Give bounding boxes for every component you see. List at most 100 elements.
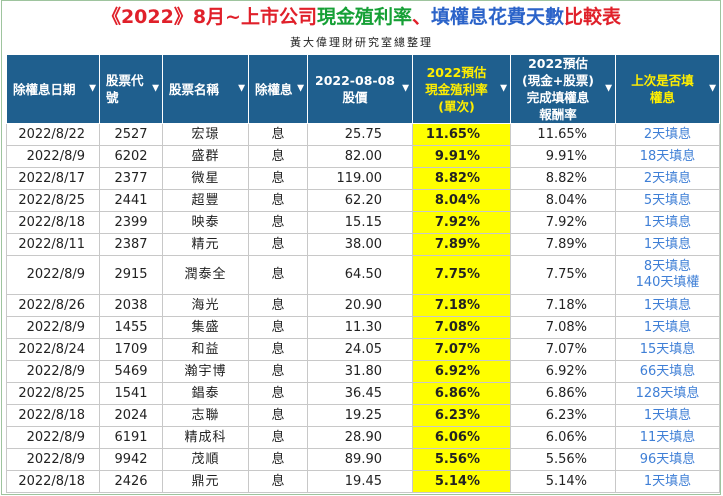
filter-dropdown-icon[interactable]: ▼ — [709, 83, 716, 94]
type-cell: 息 — [248, 294, 308, 317]
date-cell: 2022/8/22 — [6, 123, 100, 146]
name-cell: 和益 — [162, 338, 249, 361]
yield-cell: 6.23% — [412, 404, 511, 427]
col-header-fill[interactable]: 上次是否填 權息 ▼ — [615, 54, 720, 124]
fill-status-cell[interactable]: 1天填息 — [615, 316, 720, 339]
return-cell: 7.08% — [510, 316, 616, 339]
yield-cell: 7.89% — [412, 233, 511, 256]
date-cell: 2022/8/9 — [6, 360, 100, 383]
page-title: 《2022》8月~上市公司現金殖利率、填權息花費天數比較表 — [0, 0, 723, 34]
price-cell: 20.90 — [307, 294, 413, 317]
code-cell: 1709 — [99, 338, 163, 361]
table-row[interactable]: 2022/8/26 2038 海光息 20.90 7.18% 7.18% 1天填息 — [6, 294, 720, 317]
fill-status-cell[interactable]: 5天填息 — [615, 189, 720, 212]
yield-cell: 7.92% — [412, 211, 511, 234]
return-cell: 11.65% — [510, 123, 616, 146]
table-row[interactable]: 2022/8/22 2527 宏璟息 25.75 11.65% 11.65% 2天填息 — [6, 123, 720, 146]
return-cell: 7.18% — [510, 294, 616, 317]
code-cell: 2377 — [99, 167, 163, 190]
col-header-date[interactable]: 除權息日期 ▼ — [6, 54, 100, 124]
col-header-price[interactable]: 2022-08-08 股價 ▼ — [307, 54, 413, 124]
return-cell: 6.23% — [510, 404, 616, 427]
col-header-name[interactable]: 股票名稱 ▼ — [162, 54, 249, 124]
yield-cell: 6.92% — [412, 360, 511, 383]
table-row[interactable]: 2022/8/9 6202 盛群息 82.00 9.91% 9.91% 18天填息 — [6, 145, 720, 168]
filter-dropdown-icon[interactable]: ▼ — [297, 83, 304, 94]
type-cell: 息 — [248, 211, 308, 234]
fill-status-cell[interactable]: 1天填息 — [615, 233, 720, 256]
table-row[interactable]: 2022/8/25 2441 超豐息 62.20 8.04% 8.04% 5天填息 — [6, 189, 720, 212]
table-row[interactable]: 2022/8/9 2915 潤泰全息 64.50 7.75% 7.75% 8天填息 140天填… — [6, 255, 720, 295]
type-cell: 息 — [248, 189, 308, 212]
code-cell: 5469 — [99, 360, 163, 383]
fill-status-cell[interactable]: 2天填息 — [615, 123, 720, 146]
fill-status-cell[interactable]: 66天填息 — [615, 360, 720, 383]
table-row[interactable]: 2022/8/9 5469 瀚宇博息 31.80 6.92% 6.92% 66天填息 — [6, 360, 720, 383]
fill-status-cell[interactable]: 15天填息 — [615, 338, 720, 361]
price-cell: 82.00 — [307, 145, 413, 168]
code-cell: 2441 — [99, 189, 163, 212]
price-cell: 11.30 — [307, 316, 413, 339]
name-cell: 潤泰全 — [162, 255, 249, 295]
fill-status-cell[interactable]: 11天填息 — [615, 426, 720, 449]
type-cell: 息 — [248, 382, 308, 405]
table-row[interactable]: 2022/8/9 1455 集盛息 11.30 7.08% 7.08% 1天填息 — [6, 316, 720, 339]
price-cell: 15.15 — [307, 211, 413, 234]
table-row[interactable]: 2022/8/18 2024 志聯息 19.25 6.23% 6.23% 1天填息 — [6, 404, 720, 427]
return-cell: 5.56% — [510, 448, 616, 471]
filter-dropdown-icon[interactable]: ▼ — [402, 83, 409, 94]
date-cell: 2022/8/26 — [6, 294, 100, 317]
fill-status-cell[interactable]: 1天填息 — [615, 211, 720, 234]
fill-status-cell[interactable]: 1天填息 — [615, 470, 720, 493]
fill-status-cell[interactable]: 96天填息 — [615, 448, 720, 471]
code-cell: 6202 — [99, 145, 163, 168]
table-row[interactable]: 2022/8/17 2377 微星息 119.00 8.82% 8.82% 2天填息 — [6, 167, 720, 190]
col-header-return[interactable]: 2022預估 (現金+股票) 完成填權息 報酬率 ▼ — [510, 54, 616, 124]
name-cell: 超豐 — [162, 189, 249, 212]
filter-dropdown-icon[interactable]: ▼ — [152, 83, 159, 94]
fill-status-cell[interactable]: 1天填息 — [615, 294, 720, 317]
table-row[interactable]: 2022/8/9 9942 茂順息 89.90 5.56% 5.56% 96天填息 — [6, 448, 720, 471]
price-cell: 119.00 — [307, 167, 413, 190]
table-row[interactable]: 2022/8/9 6191 精成科息 28.90 6.06% 6.06% 11天填息 — [6, 426, 720, 449]
code-cell: 2915 — [99, 255, 163, 295]
price-cell: 19.45 — [307, 470, 413, 493]
filter-dropdown-icon[interactable]: ▼ — [238, 83, 245, 94]
code-cell: 2527 — [99, 123, 163, 146]
code-cell: 2024 — [99, 404, 163, 427]
fill-status-cell[interactable]: 128天填息 — [615, 382, 720, 405]
date-cell: 2022/8/18 — [6, 211, 100, 234]
title-part4: 填權息花費天數 — [431, 6, 565, 28]
col-header-type[interactable]: 除權息 ▼ — [248, 54, 308, 124]
table-row[interactable]: 2022/8/18 2399 映泰息 15.15 7.92% 7.92% 1天填息 — [6, 211, 720, 234]
fill-status-cell[interactable]: 8天填息 140天填權 — [615, 255, 720, 295]
name-cell: 微星 — [162, 167, 249, 190]
code-cell: 1455 — [99, 316, 163, 339]
col-header-yield[interactable]: 2022預估 現金殖利率 (單次) ▼ — [412, 54, 511, 124]
name-cell: 志聯 — [162, 404, 249, 427]
return-cell: 6.06% — [510, 426, 616, 449]
type-cell: 息 — [248, 167, 308, 190]
title-part3: 、 — [412, 6, 432, 28]
table-row[interactable]: 2022/8/25 1541 錩泰息 36.45 6.86% 6.86% 128天填息 — [6, 382, 720, 405]
filter-dropdown-icon[interactable]: ▼ — [605, 83, 612, 94]
fill-status-cell[interactable]: 18天填息 — [615, 145, 720, 168]
fill-status-cell[interactable]: 1天填息 — [615, 404, 720, 427]
yield-cell: 11.65% — [412, 123, 511, 146]
return-cell: 7.07% — [510, 338, 616, 361]
type-cell: 息 — [248, 145, 308, 168]
return-cell: 8.82% — [510, 167, 616, 190]
price-cell: 38.00 — [307, 233, 413, 256]
table-row[interactable]: 2022/8/24 1709 和益息 24.05 7.07% 7.07% 15天填息 — [6, 338, 720, 361]
fill-status-cell[interactable]: 2天填息 — [615, 167, 720, 190]
page-subtitle: 黃大偉理財研究室總整理 — [290, 36, 433, 49]
price-cell: 64.50 — [307, 255, 413, 295]
table-row[interactable]: 2022/8/11 2387 精元息 38.00 7.89% 7.89% 1天填息 — [6, 233, 720, 256]
filter-dropdown-icon[interactable]: ▼ — [89, 83, 96, 94]
yield-cell: 9.91% — [412, 145, 511, 168]
date-cell: 2022/8/9 — [6, 316, 100, 339]
filter-dropdown-icon[interactable]: ▼ — [500, 83, 507, 94]
col-header-code[interactable]: 股票代號 ▼ — [99, 54, 163, 124]
table-row[interactable]: 2022/8/18 2426 鼎元息 19.45 5.14% 5.14% 1天填息 — [6, 470, 720, 493]
return-cell: 6.92% — [510, 360, 616, 383]
